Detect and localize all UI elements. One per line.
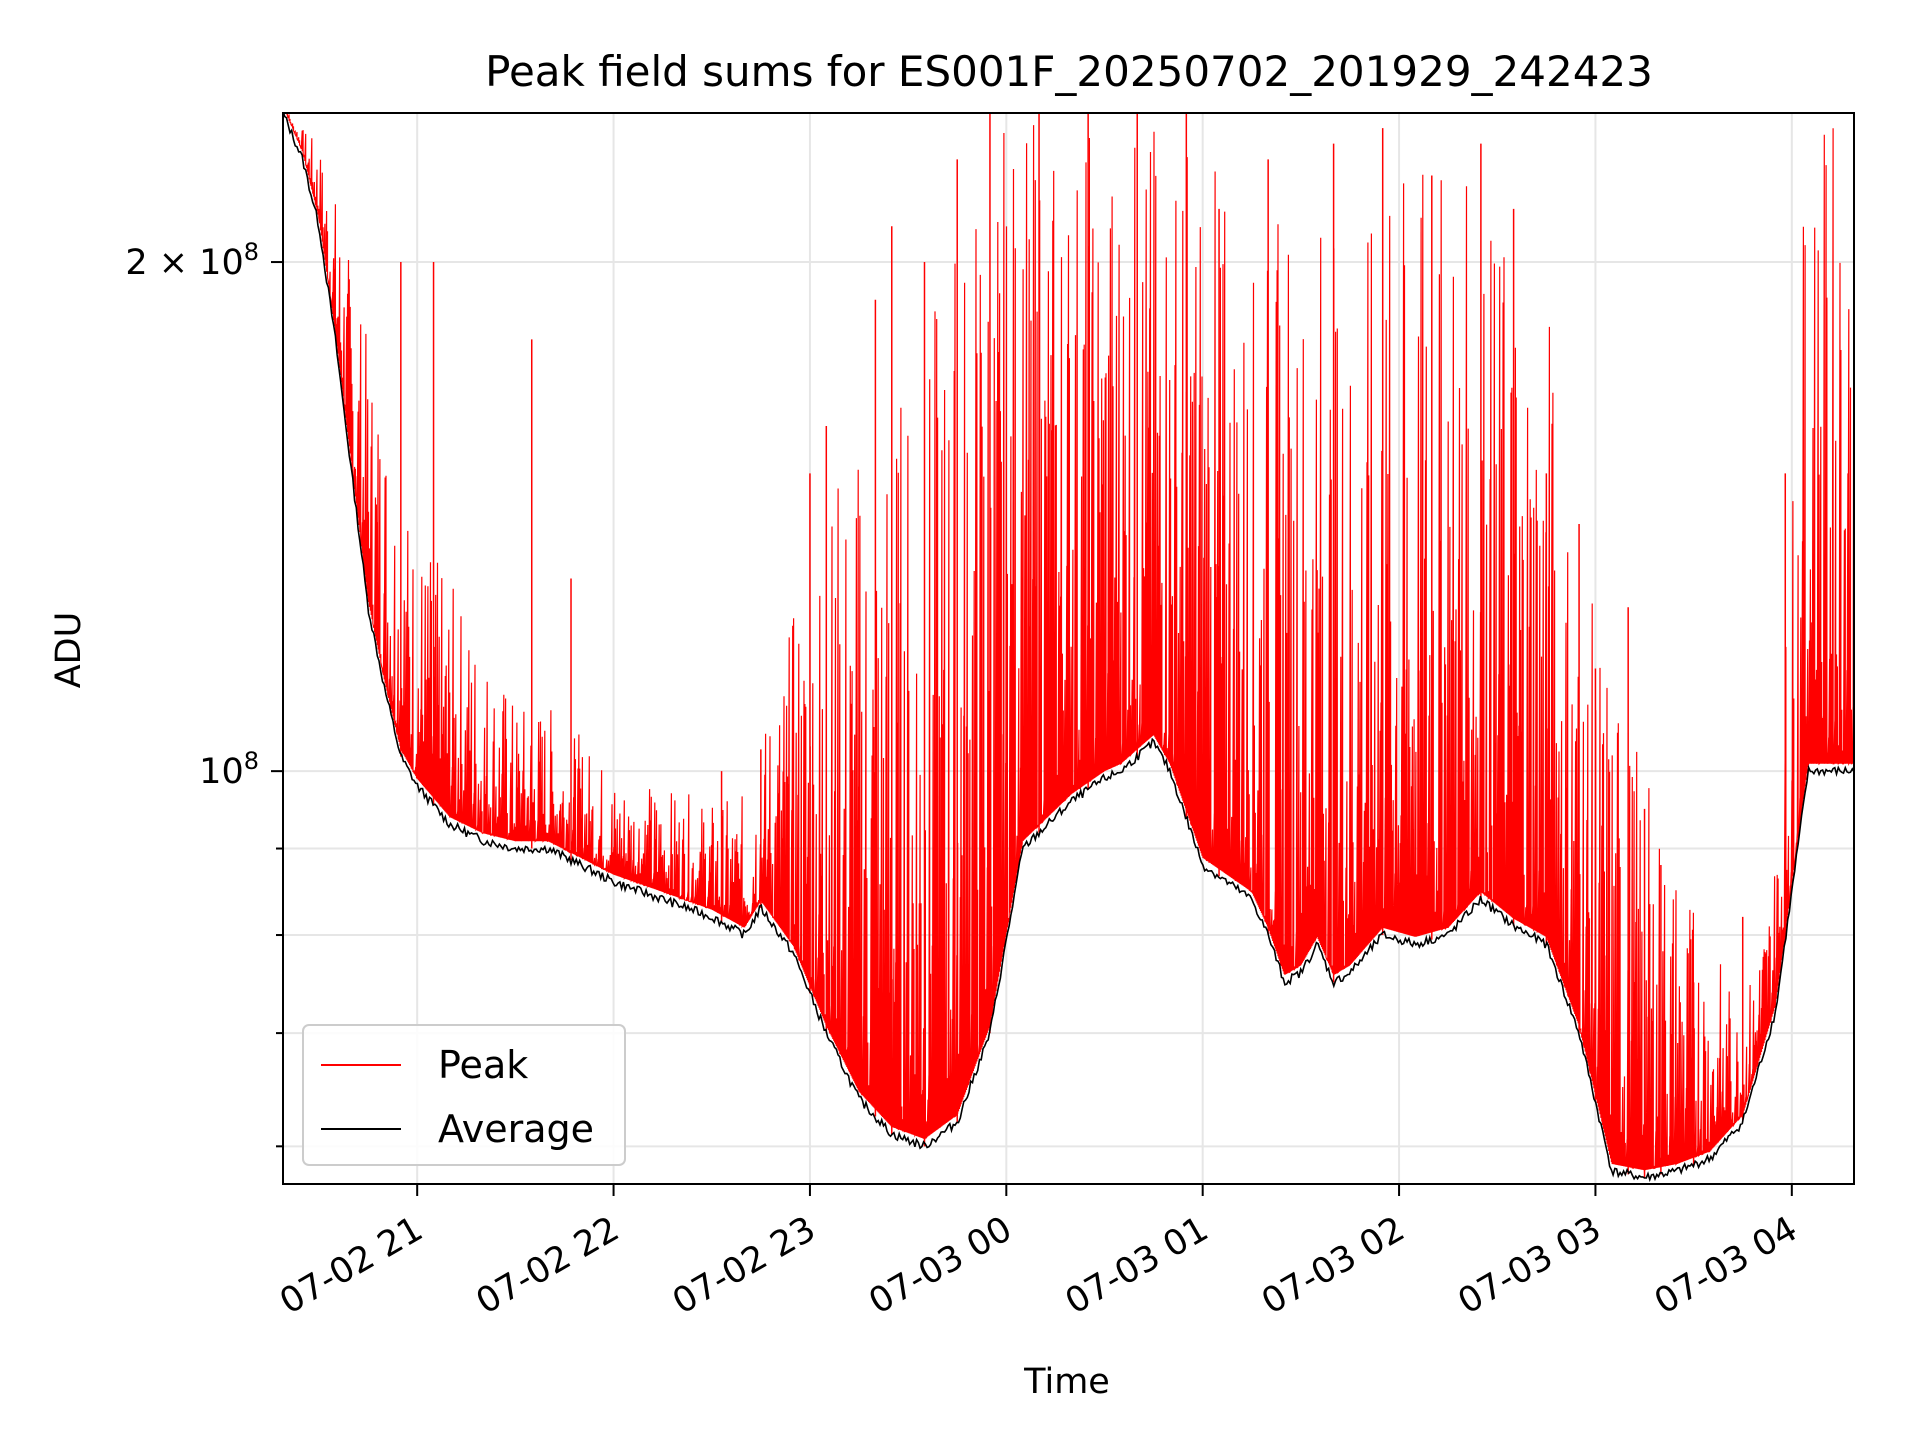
legend-label: Peak: [438, 1043, 528, 1087]
chart-title: Peak field sums for ES001F_20250702_2019…: [485, 47, 1653, 96]
y-axis-title: ADU: [49, 612, 89, 689]
series-layer: [283, 113, 1854, 1183]
legend-label: Average: [438, 1107, 594, 1151]
peak-series-line: [285, 113, 1854, 1173]
plot-frame: [282, 112, 1855, 1185]
legend: Peak Average: [302, 1024, 626, 1166]
average-series-line: [283, 113, 1854, 1183]
y-axis: 2 × 108 108: [125, 238, 283, 1148]
y-tick-label: 2 × 108: [125, 238, 259, 283]
y-tick-label: 108: [199, 747, 259, 792]
x-axis-title: Time: [1023, 1362, 1110, 1402]
